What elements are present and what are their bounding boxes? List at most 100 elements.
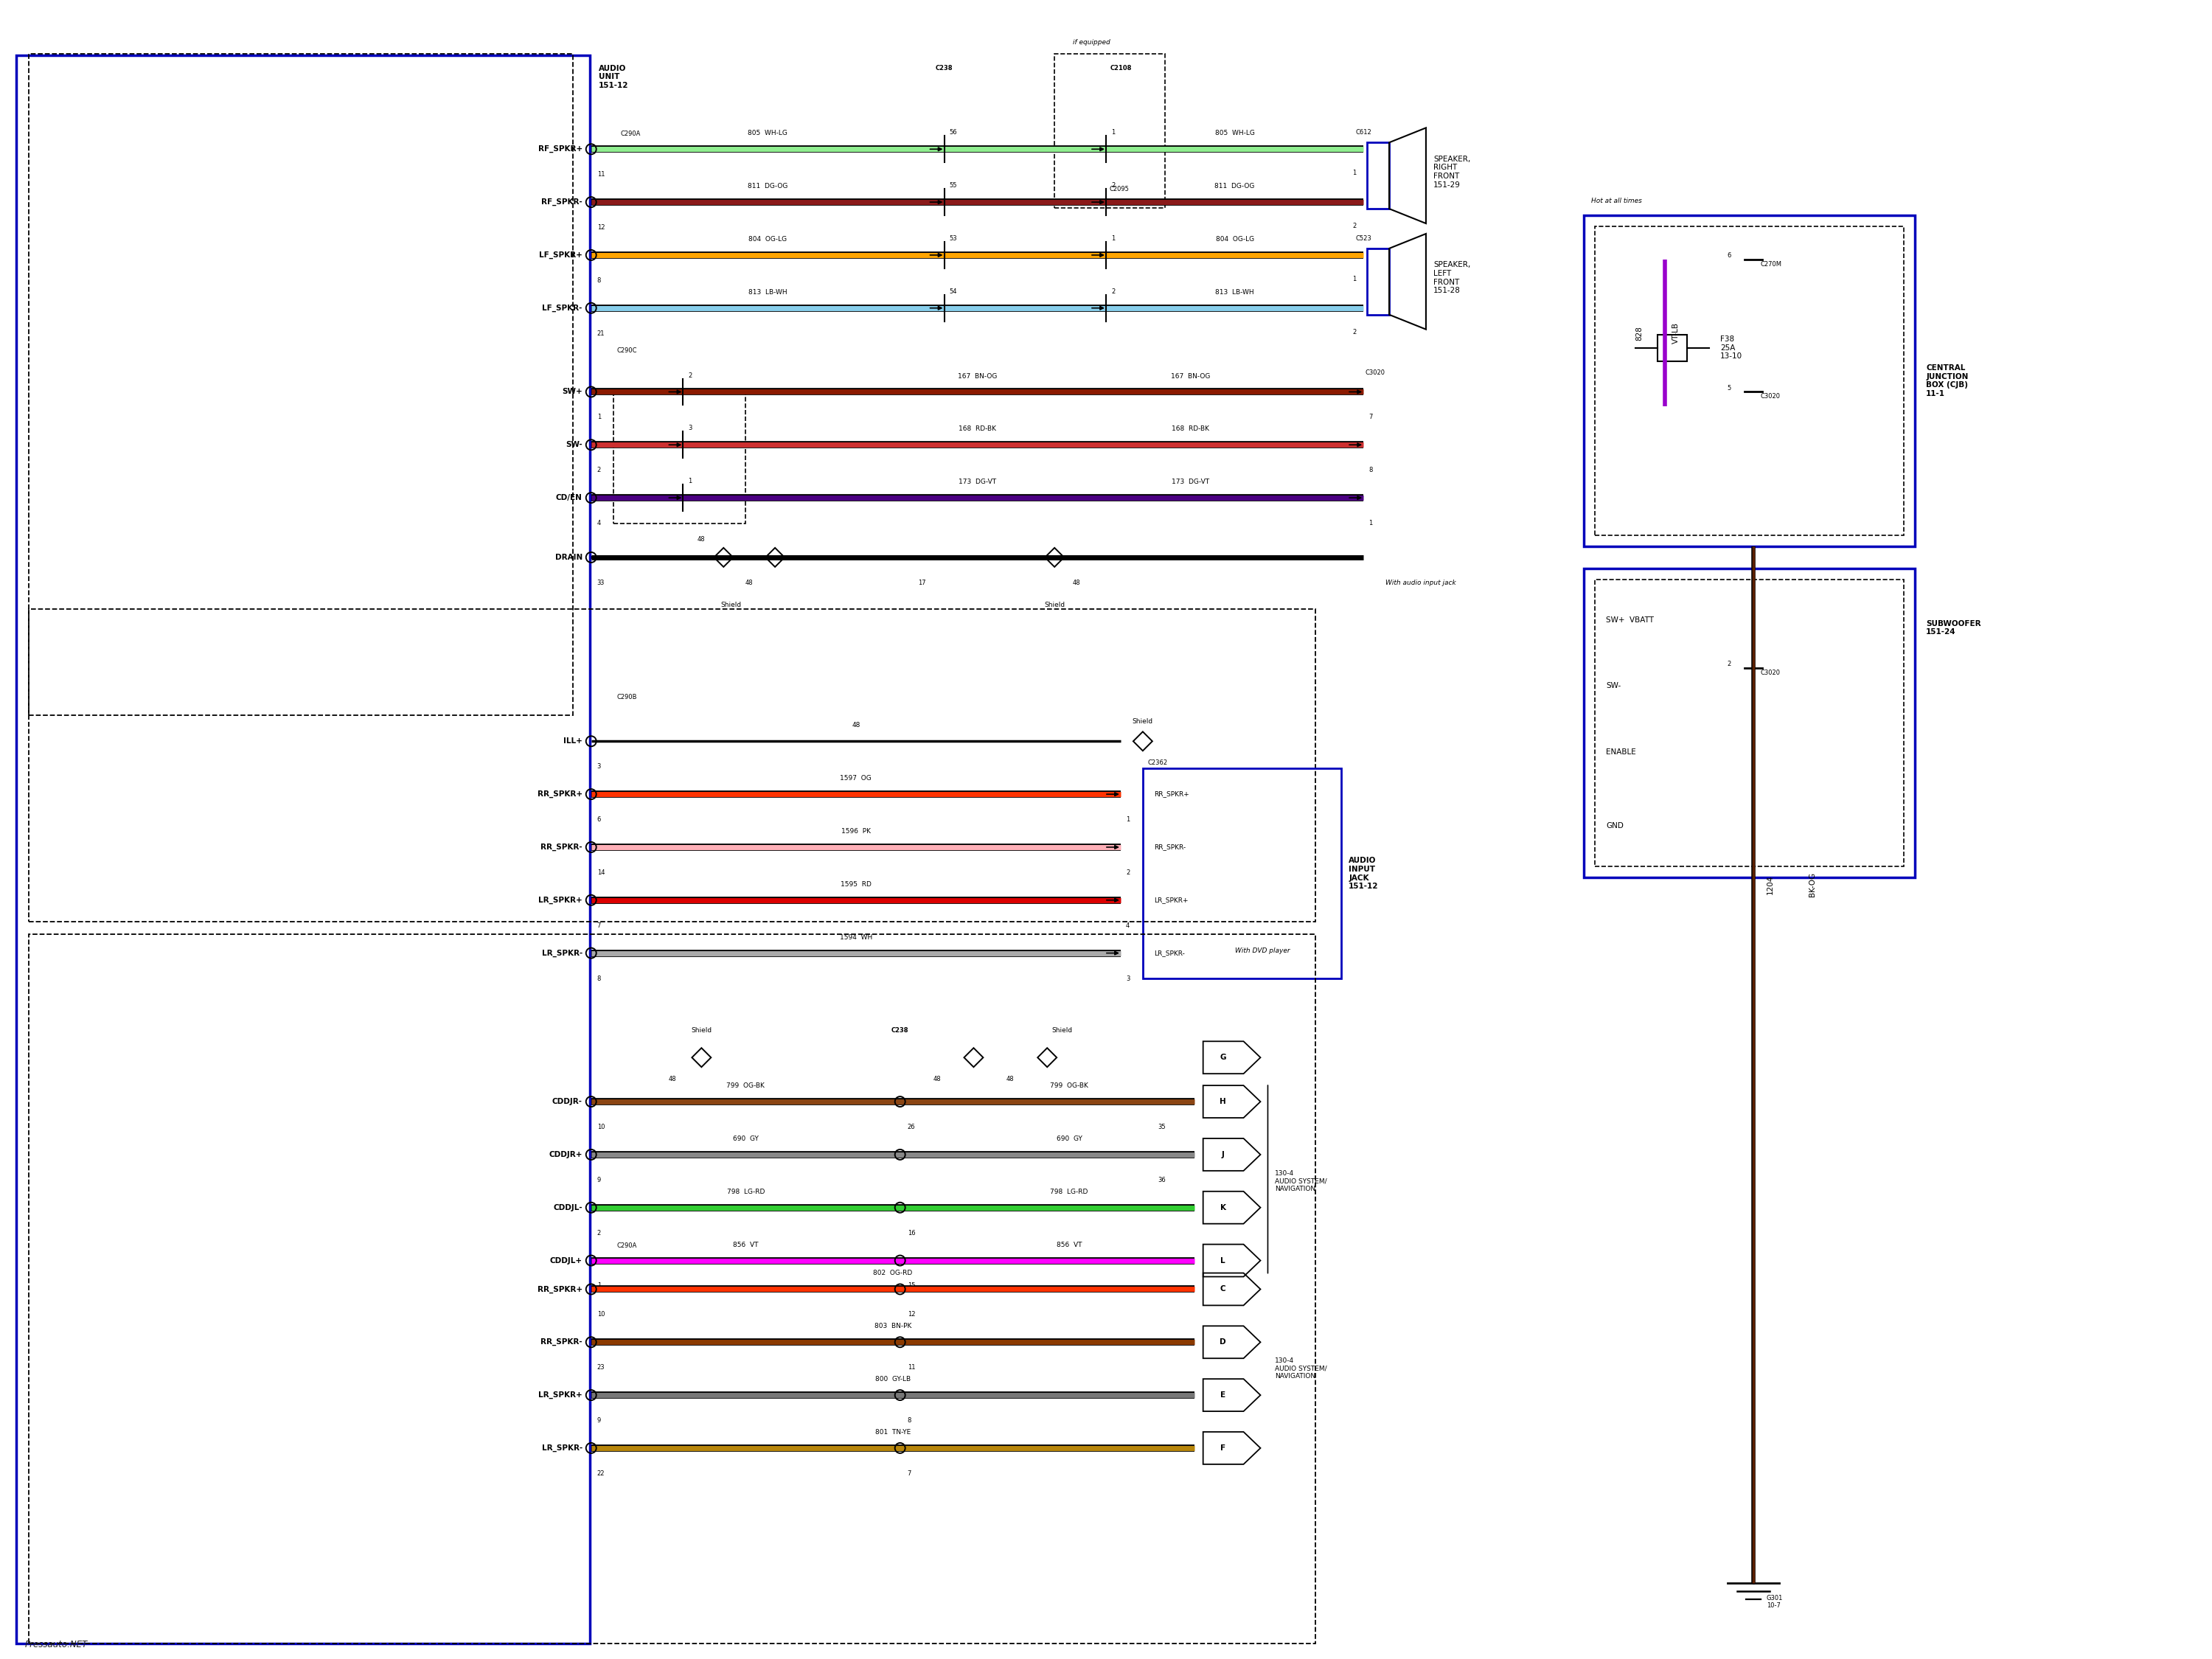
Text: 3: 3: [688, 425, 692, 431]
Text: 1596  PK: 1596 PK: [841, 828, 872, 834]
Text: 9: 9: [597, 1417, 602, 1423]
Text: 798  LG-RD: 798 LG-RD: [1051, 1188, 1088, 1194]
Bar: [1657, 335, 1688, 362]
Text: 811  DG-OG: 811 DG-OG: [1214, 182, 1254, 189]
Text: With DVD player: With DVD player: [1234, 947, 1290, 954]
Text: L: L: [1221, 1258, 1225, 1264]
Text: 1: 1: [1369, 519, 1371, 526]
Text: C290A: C290A: [622, 131, 641, 138]
Text: D: D: [1219, 1339, 1225, 1345]
Text: LF_SPKR-: LF_SPKR-: [542, 304, 582, 312]
Text: LR_SPKR-: LR_SPKR-: [1155, 949, 1186, 956]
Text: RR_SPKR+: RR_SPKR+: [1155, 791, 1190, 798]
Text: RR_SPKR+: RR_SPKR+: [538, 790, 582, 798]
Text: 3: 3: [1126, 975, 1130, 982]
Bar: [29, 934, 1316, 1644]
Text: C: C: [1221, 1286, 1225, 1292]
Text: 3: 3: [599, 579, 604, 586]
Bar: [1367, 143, 1389, 209]
Text: 3: 3: [597, 579, 602, 586]
Text: if equipped: if equipped: [1073, 38, 1110, 45]
Text: 53: 53: [949, 236, 958, 242]
Text: 802  OG-RD: 802 OG-RD: [874, 1271, 911, 1277]
Text: 22: 22: [597, 1470, 604, 1477]
Text: 1: 1: [1110, 129, 1115, 136]
Text: 6: 6: [1728, 252, 1732, 259]
Text: 2: 2: [1110, 289, 1115, 295]
Text: C3020: C3020: [1365, 368, 1385, 375]
Text: 11: 11: [907, 1364, 916, 1370]
Text: 16: 16: [907, 1229, 916, 1236]
Text: 813  LB-WH: 813 LB-WH: [1214, 289, 1254, 295]
Text: 2: 2: [1110, 182, 1115, 189]
Text: 8: 8: [907, 1417, 911, 1423]
Bar: [1055, 53, 1166, 207]
Text: 48: 48: [1073, 579, 1079, 586]
Text: C3020: C3020: [1761, 393, 1781, 400]
Text: 1: 1: [1352, 275, 1356, 282]
Text: LR_SPKR+: LR_SPKR+: [538, 896, 582, 904]
Text: 1595  RD: 1595 RD: [841, 881, 872, 888]
Text: 10: 10: [597, 1311, 604, 1317]
Bar: [29, 53, 573, 715]
Text: 856  VT: 856 VT: [732, 1241, 759, 1248]
Text: 3: 3: [597, 763, 602, 770]
Text: C2108: C2108: [1110, 65, 1133, 71]
Text: 801  TN-YE: 801 TN-YE: [876, 1428, 911, 1435]
Text: SPEAKER,
RIGHT
FRONT
151-29: SPEAKER, RIGHT FRONT 151-29: [1433, 156, 1471, 189]
Text: 7: 7: [1369, 415, 1371, 421]
Text: 130-4
AUDIO SYSTEM/
NAVIGATION: 130-4 AUDIO SYSTEM/ NAVIGATION: [1274, 1357, 1327, 1380]
Text: 48: 48: [1006, 1077, 1015, 1083]
Text: Shield: Shield: [1133, 718, 1152, 725]
Text: H: H: [1219, 1098, 1225, 1105]
Text: J: J: [1221, 1151, 1225, 1158]
Text: RR_SPKR-: RR_SPKR-: [540, 843, 582, 851]
Text: 7: 7: [597, 922, 602, 929]
Text: 2: 2: [1352, 328, 1356, 335]
Text: Shield: Shield: [1044, 602, 1064, 609]
Text: 2: 2: [688, 372, 692, 378]
Text: C290B: C290B: [617, 693, 637, 700]
Text: 48: 48: [745, 579, 754, 586]
Text: 48: 48: [668, 1077, 677, 1083]
Text: C523: C523: [1356, 236, 1371, 242]
Text: C290A: C290A: [617, 1243, 637, 1249]
Text: 168  RD-BK: 168 RD-BK: [958, 426, 995, 433]
Text: Shield: Shield: [690, 1027, 712, 1034]
Text: G: G: [1219, 1053, 1225, 1062]
Text: LR_SPKR-: LR_SPKR-: [542, 1445, 582, 1452]
Text: 1: 1: [688, 478, 692, 484]
Text: LF_SPKR+: LF_SPKR+: [540, 251, 582, 259]
Text: AUDIO
UNIT
151-12: AUDIO UNIT 151-12: [599, 65, 628, 90]
Text: 8: 8: [1369, 466, 1371, 473]
Text: ILL+: ILL+: [564, 738, 582, 745]
Text: 805  WH-LG: 805 WH-LG: [748, 129, 787, 136]
Text: 805  WH-LG: 805 WH-LG: [1214, 129, 1254, 136]
Text: LR_SPKR-: LR_SPKR-: [542, 949, 582, 957]
Text: C3020: C3020: [1761, 669, 1781, 675]
Text: 26: 26: [907, 1123, 916, 1130]
Bar: [1595, 226, 1905, 536]
Text: K: K: [1221, 1204, 1225, 1211]
Text: 48: 48: [933, 1077, 940, 1083]
Text: 54: 54: [949, 289, 958, 295]
Bar: [1584, 569, 1916, 878]
Text: BK-OG: BK-OG: [1809, 873, 1816, 898]
Text: 2: 2: [1126, 869, 1130, 876]
Text: 1: 1: [1126, 816, 1130, 823]
Text: E: E: [1221, 1392, 1225, 1399]
Text: CD/EN: CD/EN: [555, 494, 582, 501]
Text: 36: 36: [1157, 1176, 1166, 1183]
Text: SPEAKER,
LEFT
FRONT
151-28: SPEAKER, LEFT FRONT 151-28: [1433, 262, 1471, 294]
Text: SW+: SW+: [562, 388, 582, 395]
Text: RF_SPKR-: RF_SPKR-: [542, 199, 582, 206]
Text: 804  OG-LG: 804 OG-LG: [1217, 236, 1254, 242]
Text: 799  OG-BK: 799 OG-BK: [726, 1083, 765, 1090]
Text: G301
10-7: G301 10-7: [1767, 1594, 1783, 1609]
Text: 35: 35: [1157, 1123, 1166, 1130]
Text: Shield: Shield: [721, 602, 741, 609]
Text: 856  VT: 856 VT: [1057, 1241, 1082, 1248]
Text: Shield: Shield: [1051, 1027, 1073, 1034]
Text: 48: 48: [697, 536, 706, 542]
Bar: [1367, 249, 1389, 315]
